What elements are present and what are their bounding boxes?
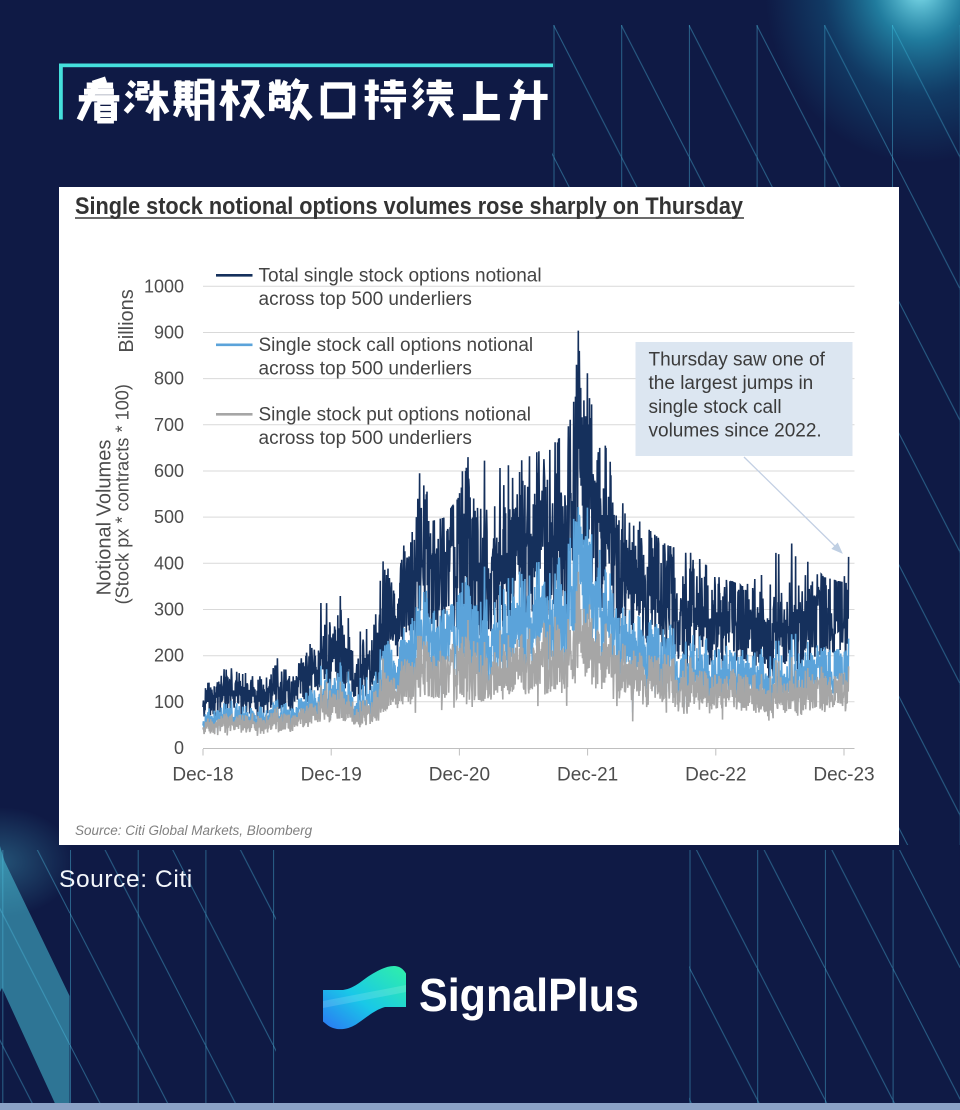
svg-text:Dec-18: Dec-18: [172, 765, 233, 786]
svg-text:Single stock put options notio: Single stock put options notional: [259, 405, 532, 426]
svg-text:across top 500 underliers: across top 500 underliers: [259, 359, 472, 380]
svg-text:Notional Volumes: Notional Volumes: [94, 440, 116, 596]
svg-text:Source: Citi Global Markets, B: Source: Citi Global Markets, Bloomberg: [75, 823, 313, 838]
svg-text:(Stock px * contracts * 100): (Stock px * contracts * 100): [113, 384, 133, 604]
svg-text:900: 900: [154, 323, 184, 343]
svg-text:700: 700: [154, 415, 184, 435]
svg-text:Thursday saw one of: Thursday saw one of: [649, 350, 826, 371]
svg-text:800: 800: [154, 369, 184, 389]
svg-text:1000: 1000: [144, 276, 184, 296]
svg-text:600: 600: [154, 461, 184, 481]
svg-text:Single stock call options noti: Single stock call options notional: [259, 335, 534, 356]
svg-text:300: 300: [154, 600, 184, 620]
svg-text:SignalPlus: SignalPlus: [419, 969, 639, 1021]
svg-text:100: 100: [154, 692, 184, 712]
svg-text:500: 500: [154, 507, 184, 527]
svg-text:Billions: Billions: [116, 289, 138, 352]
svg-text:Total single stock options not: Total single stock options notional: [259, 266, 542, 287]
svg-text:across top 500 underliers: across top 500 underliers: [259, 289, 472, 310]
svg-text:Dec-22: Dec-22: [685, 765, 746, 786]
svg-text:Dec-20: Dec-20: [429, 765, 490, 786]
svg-text:Dec-23: Dec-23: [813, 765, 874, 786]
svg-text:across top 500 underliers: across top 500 underliers: [259, 428, 472, 449]
svg-text:Single stock notional options: Single stock notional options volumes ro…: [75, 193, 743, 220]
svg-text:volumes since 2022.: volumes since 2022.: [649, 421, 822, 442]
svg-text:200: 200: [154, 646, 184, 666]
svg-text:Dec-19: Dec-19: [301, 765, 362, 786]
svg-text:the largest jumps in: the largest jumps in: [649, 373, 814, 394]
svg-text:Dec-21: Dec-21: [557, 765, 618, 786]
svg-text:single stock call: single stock call: [649, 397, 782, 418]
svg-text:0: 0: [174, 738, 184, 758]
svg-text:400: 400: [154, 553, 184, 573]
